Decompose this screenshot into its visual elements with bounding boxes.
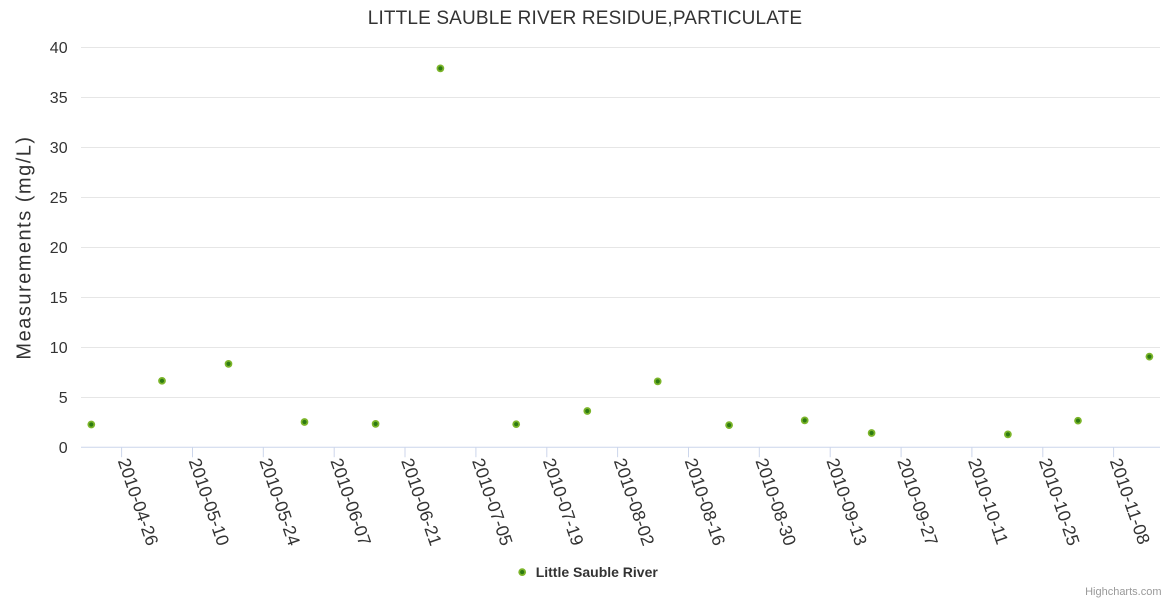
- svg-text:5: 5: [59, 390, 68, 407]
- svg-text:15: 15: [50, 290, 68, 307]
- svg-text:Little Sauble River: Little Sauble River: [536, 564, 659, 580]
- svg-text:30: 30: [50, 140, 68, 157]
- svg-text:Highcharts.com: Highcharts.com: [1085, 586, 1161, 598]
- svg-text:10: 10: [50, 340, 68, 357]
- svg-text:0: 0: [59, 440, 68, 457]
- svg-text:25: 25: [50, 190, 68, 207]
- svg-text:Measurements (mg/L): Measurements (mg/L): [14, 135, 36, 359]
- svg-text:40: 40: [50, 40, 68, 57]
- svg-text:35: 35: [50, 90, 68, 107]
- svg-text:20: 20: [50, 240, 68, 257]
- svg-text:LITTLE SAUBLE RIVER RESIDUE,PA: LITTLE SAUBLE RIVER RESIDUE,PARTICULATE: [368, 8, 803, 29]
